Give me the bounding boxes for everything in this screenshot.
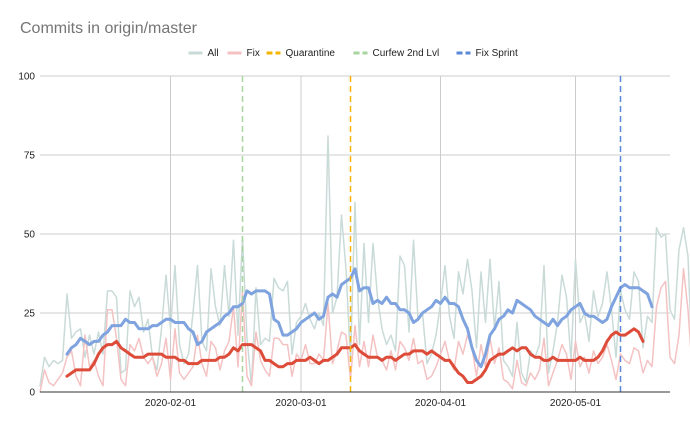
x-tick-label: 2020-03-01 xyxy=(275,398,327,409)
series-layer xyxy=(39,135,690,393)
legend-label-fix-sprint: Fix Sprint xyxy=(476,48,518,59)
series-line-fix-7-day-avg xyxy=(65,327,645,384)
legend-label-quarantine: Quarantine xyxy=(286,48,336,59)
y-tick-label: 75 xyxy=(24,151,36,162)
legend: All Fix Quarantine Curfew 2nd Lvl Fix Sprint xyxy=(188,48,518,59)
y-tick-label: 0 xyxy=(29,388,35,399)
x-tick-label: 2020-05-01 xyxy=(550,398,602,409)
y-tick-label: 50 xyxy=(24,230,36,241)
chart-title: Commits in origin/master xyxy=(20,20,198,37)
y-tick-label: 25 xyxy=(24,309,36,320)
series-line-all xyxy=(39,135,690,387)
x-tick-label: 2020-04-01 xyxy=(415,398,467,409)
series-line-all-7-day-avg xyxy=(65,267,654,369)
x-tick-label: 2020-02-01 xyxy=(145,398,197,409)
grid xyxy=(40,75,670,392)
y-tick-label: 100 xyxy=(18,72,35,83)
legend-label-all: All xyxy=(208,48,219,59)
legend-label-curfew-2nd-lvl: Curfew 2nd Lvl xyxy=(373,48,440,59)
axes: 0 25 50 75 100 2020-02-01 2020-03-01 2020-04-01… xyxy=(18,72,670,409)
markers-layer xyxy=(241,76,622,392)
legend-label-fix: Fix xyxy=(247,48,260,59)
